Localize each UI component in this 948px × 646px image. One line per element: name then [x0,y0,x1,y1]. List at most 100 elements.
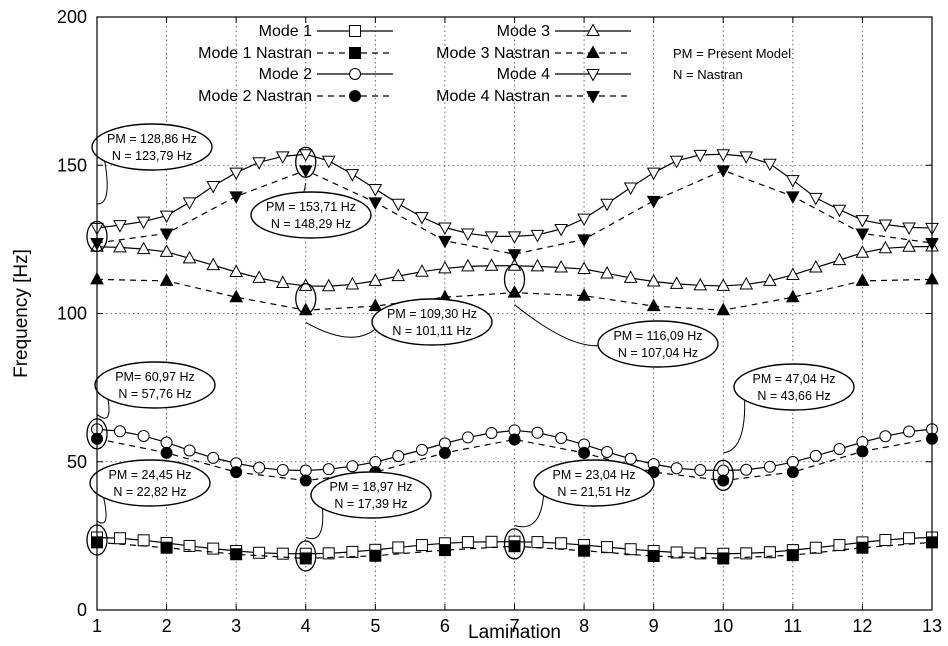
point-mode-4 [368,183,383,197]
point-mode-2 [276,464,289,477]
legend-label: Mode 4 [497,66,550,83]
callout-pm-text: PM = 116,09 Hz [613,329,702,343]
point-mode-2 [694,464,707,477]
callout-leader [305,321,383,338]
point-mode-3-nastran [368,298,383,312]
callout-n-text: N = 148,29 Hz [271,217,351,231]
callout-ring [503,528,526,560]
point-mode-4 [415,212,429,225]
point-mode-4 [623,182,638,196]
point-mode-2 [369,456,382,469]
x-tick-label: 1 [92,616,102,636]
callout-bubble [533,459,655,507]
point-mode-1 [601,541,614,554]
x-tick-label: 8 [579,616,589,636]
legend-item-mode-1: Mode 1 [259,23,393,40]
point-mode-3 [600,265,614,279]
callout-pm-text: PM = 47,04 Hz [752,372,835,386]
point-mode-3 [716,278,731,291]
y-tick-label: 200 [57,7,87,27]
callout-bubble [371,298,493,346]
legend-item-mode-3-nastran: Mode 3 Nastran [436,45,631,62]
callout: PM = 18,97 Hz N = 17,39 Hz [295,471,432,572]
x-tick-label: 7 [509,616,519,636]
point-mode-1-nastran [856,541,869,554]
annotation-layer: PM = 128,86 Hz N = 123,79 Hz PM = 153,71 H… [86,123,855,572]
legend-marker [586,23,600,36]
legend-item-mode-4: Mode 4 [497,66,631,83]
x-axis-label: Lamination [468,622,561,643]
legend: Mode 1 Mode 1 Nastran Mode 2 Mode 2 Nastran… [198,23,631,105]
callout-pm-text: PM = 109,30 Hz [387,307,477,321]
point-mode-2 [717,464,730,477]
point-mode-2 [763,460,776,473]
point-mode-2 [392,450,405,463]
point-mode-2-nastran [160,446,173,459]
callout-pm-text: PM = 18,97 Hz [329,480,412,494]
point-mode-3 [368,273,383,286]
legend-label: Mode 2 Nastran [198,88,312,105]
x-tick-label: 2 [162,616,172,636]
point-mode-3 [252,270,266,283]
point-mode-3-nastran [159,273,174,286]
point-mode-1 [113,532,126,545]
point-mode-1 [346,545,359,558]
callout-leader [514,304,609,347]
x-tick-label: 9 [649,616,659,636]
point-mode-2 [786,456,799,469]
y-axis-label: Frequency [Hz] [11,249,32,378]
legend-marker [586,45,600,58]
point-mode-2 [879,430,892,443]
point-mode-1 [415,539,428,552]
x-tick-label: 6 [440,616,450,636]
point-mode-3 [855,245,870,258]
point-mode-4-nastran [507,249,522,262]
point-mode-3-nastran [646,298,661,312]
point-mode-4 [716,149,731,162]
point-mode-2 [253,461,266,474]
legend-item-mode-2: Mode 2 [259,66,393,83]
point-mode-3-nastran [785,289,800,303]
point-mode-2 [531,426,544,439]
point-mode-4 [808,192,823,206]
point-mode-3 [808,259,823,273]
series-mode-2-nastran [91,432,938,487]
x-tick-label: 5 [370,616,380,636]
point-mode-4-nastran [716,165,731,178]
grid [97,17,932,610]
point-mode-3-nastran [507,285,522,298]
legend-label: Mode 3 [497,23,550,40]
point-mode-3 [438,260,452,274]
point-mode-3 [785,267,800,280]
point-mode-1 [694,547,707,560]
point-mode-3 [461,258,475,272]
point-mode-2 [903,425,916,438]
point-mode-2 [485,426,498,439]
point-mode-4-nastran [159,228,174,241]
point-mode-2-nastran [786,466,799,479]
point-mode-4 [229,167,244,181]
point-mode-4-nastran [646,195,661,209]
point-mode-2 [346,460,359,473]
legend-marker [586,69,600,82]
point-mode-1 [531,536,544,549]
legend-note-n: N = Nastran [673,67,743,82]
point-mode-4 [669,155,684,169]
point-mode-3 [229,264,244,277]
point-mode-4 [298,149,313,162]
point-mode-3 [206,257,221,271]
callout-ring [295,283,317,315]
point-mode-2 [322,463,335,476]
callout-n-text: N = 21,51 Hz [557,485,630,499]
point-mode-1-nastran [508,540,521,553]
point-mode-1 [555,537,568,550]
legend-marker [349,25,361,37]
point-mode-1 [903,532,916,545]
point-mode-3-nastran [298,302,313,316]
callout-bubble [250,191,372,239]
point-mode-1-nastran [369,549,382,562]
point-mode-3 [554,259,568,273]
point-mode-3 [878,240,893,254]
point-mode-3 [577,261,591,275]
